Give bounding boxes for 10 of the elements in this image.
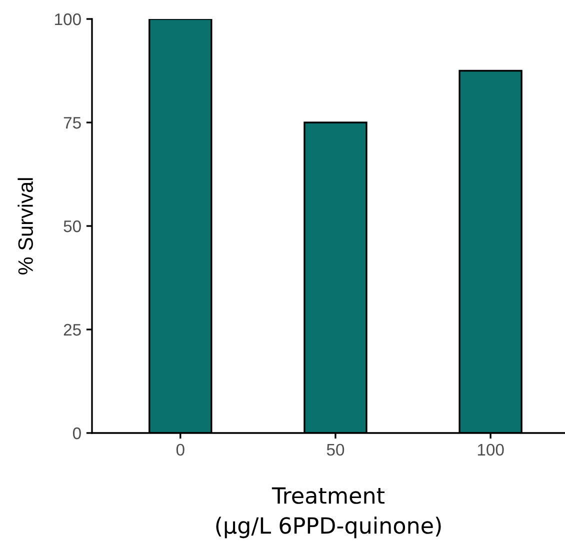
y-tick-label: 0 [72, 427, 81, 440]
y-tick-label: 25 [64, 324, 81, 336]
y-tick-label: 75 [64, 117, 81, 129]
x-tick-label: 100 [478, 444, 504, 456]
x-tick-label: 50 [326, 444, 344, 456]
y-axis-title: % Survival [18, 178, 33, 274]
y-tick-label: 100 [55, 13, 81, 26]
x-tick-label: 0 [176, 444, 184, 456]
x-axis-title: Treatment (µg/L 6PPD-quinone) [216, 487, 441, 538]
y-tick-label: 50 [64, 220, 81, 232]
